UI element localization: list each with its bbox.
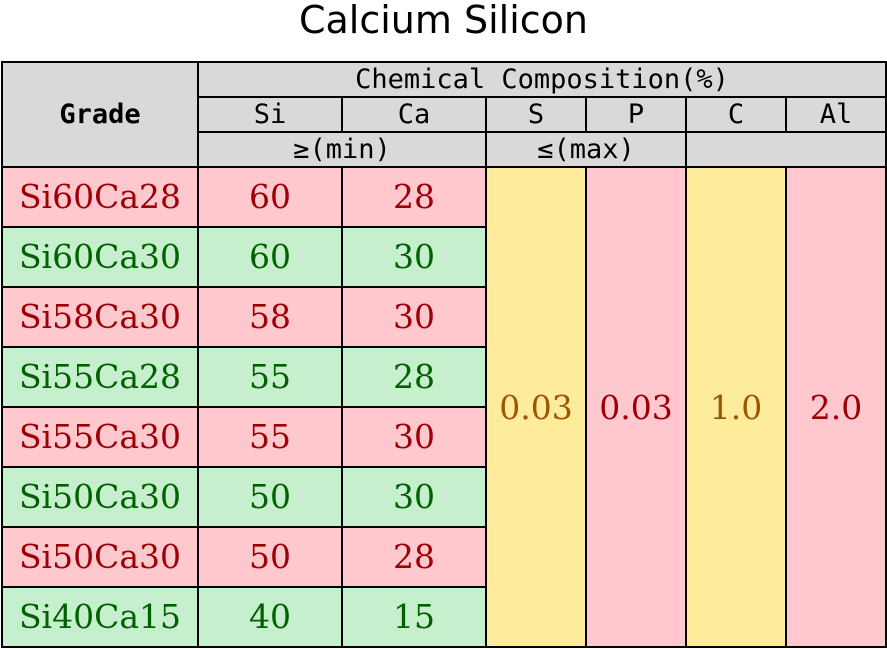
si-value: 50 <box>197 526 343 588</box>
page-title: Calcium Silicon <box>298 0 589 42</box>
si-header: Si <box>197 96 343 133</box>
si-value: 50 <box>197 466 343 528</box>
chemical-composition-header: Chemical Composition(%) <box>197 61 887 98</box>
si-value: 60 <box>197 166 343 228</box>
composition-table: Grade Chemical Composition(%) Si Ca S P … <box>1 61 887 648</box>
s-max-value: 0.03 <box>485 166 587 648</box>
grade-cell: Si40Ca15 <box>1 586 199 648</box>
grade-cell: Si60Ca30 <box>1 226 199 288</box>
al-max-value: 2.0 <box>785 166 887 648</box>
ca-value: 28 <box>341 166 487 228</box>
si-value: 55 <box>197 406 343 468</box>
grade-header: Grade <box>1 61 199 168</box>
ca-value: 30 <box>341 466 487 528</box>
ca-value: 30 <box>341 406 487 468</box>
si-value: 60 <box>197 226 343 288</box>
grade-cell: Si50Ca30 <box>1 526 199 588</box>
c-max-value: 1.0 <box>685 166 787 648</box>
ca-value: 15 <box>341 586 487 648</box>
si-value: 58 <box>197 286 343 348</box>
max-label-blank <box>685 131 887 168</box>
grade-cell: Si50Ca30 <box>1 466 199 528</box>
max-label: ≤(max) <box>485 131 687 168</box>
grade-cell: Si58Ca30 <box>1 286 199 348</box>
ca-value: 28 <box>341 346 487 408</box>
si-value: 40 <box>197 586 343 648</box>
min-label: ≥(min) <box>197 131 487 168</box>
c-header: C <box>685 96 787 133</box>
s-header: S <box>485 96 587 133</box>
ca-value: 28 <box>341 526 487 588</box>
p-header: P <box>585 96 687 133</box>
ca-header: Ca <box>341 96 487 133</box>
si-value: 55 <box>197 346 343 408</box>
ca-value: 30 <box>341 226 487 288</box>
al-header: Al <box>785 96 887 133</box>
p-max-value: 0.03 <box>585 166 687 648</box>
grade-cell: Si55Ca30 <box>1 406 199 468</box>
ca-value: 30 <box>341 286 487 348</box>
grade-cell: Si55Ca28 <box>1 346 199 408</box>
grade-cell: Si60Ca28 <box>1 166 199 228</box>
